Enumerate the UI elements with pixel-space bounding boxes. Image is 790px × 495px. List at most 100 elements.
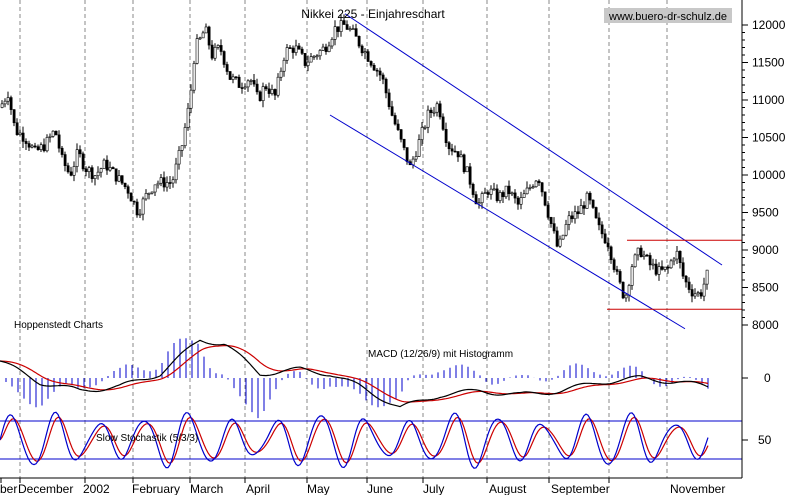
candle-body bbox=[243, 86, 247, 89]
candle-body bbox=[246, 80, 250, 88]
candle-body bbox=[108, 167, 112, 171]
candle-body bbox=[552, 223, 556, 232]
candle-body bbox=[240, 87, 244, 89]
candle-body bbox=[372, 64, 376, 71]
candle-body bbox=[348, 28, 352, 31]
candle-body bbox=[474, 194, 478, 205]
candle-body bbox=[6, 97, 10, 102]
candle-body bbox=[402, 138, 406, 148]
candle-body bbox=[705, 269, 709, 285]
candle-body bbox=[486, 192, 490, 195]
candle-body bbox=[27, 143, 31, 148]
candle-body bbox=[396, 123, 400, 130]
macd-signal-line bbox=[0, 344, 709, 403]
stoch-k-line bbox=[0, 411, 709, 469]
candle-body bbox=[288, 47, 292, 49]
candle-body bbox=[216, 45, 220, 48]
candle-body bbox=[609, 246, 613, 261]
candle-body bbox=[3, 100, 7, 105]
candle-body bbox=[369, 61, 373, 66]
candle-body bbox=[621, 281, 625, 299]
candle-body bbox=[306, 61, 310, 66]
candle-body bbox=[597, 217, 601, 226]
candle-body bbox=[492, 188, 496, 191]
candle-body bbox=[261, 86, 265, 101]
candle-body bbox=[69, 171, 73, 176]
candle-body bbox=[675, 250, 679, 260]
candle-body bbox=[342, 20, 346, 25]
candle-body bbox=[111, 167, 115, 170]
candle-body bbox=[522, 193, 526, 198]
candle-body bbox=[390, 106, 394, 116]
candle-body bbox=[600, 224, 604, 235]
candle-body bbox=[354, 28, 358, 37]
macd-tick-label: 0 bbox=[764, 371, 771, 385]
price-tick-label: 11500 bbox=[752, 56, 785, 70]
candle-body bbox=[339, 20, 343, 32]
candle-body bbox=[495, 188, 499, 201]
price-tick-label: 11000 bbox=[752, 93, 785, 107]
candle-body bbox=[501, 192, 505, 198]
grid-layer bbox=[19, 0, 668, 478]
candle-body bbox=[558, 238, 562, 247]
candle-body bbox=[525, 187, 529, 195]
trend-line bbox=[329, 114, 686, 330]
candle-body bbox=[627, 285, 631, 296]
price-tick-label: 8000 bbox=[752, 318, 779, 332]
price-tick-label: 8500 bbox=[752, 281, 779, 295]
x-tick-label: August bbox=[489, 482, 527, 495]
candle-body bbox=[237, 76, 241, 88]
candle-body bbox=[120, 175, 124, 184]
x-tick-label: December bbox=[18, 482, 73, 495]
candle-body bbox=[540, 182, 544, 193]
candle-body bbox=[39, 144, 43, 150]
candle-body bbox=[465, 166, 469, 173]
candle-body bbox=[678, 250, 682, 264]
x-tick-label: November bbox=[670, 482, 725, 495]
candle-body bbox=[177, 150, 181, 165]
chart-title: Nikkei 225 - Einjahreschart bbox=[301, 7, 445, 21]
candle-body bbox=[81, 153, 85, 170]
candle-body bbox=[534, 180, 538, 188]
candle-body bbox=[279, 70, 283, 78]
candle-body bbox=[579, 205, 583, 215]
candle-body bbox=[327, 45, 331, 52]
candle-body bbox=[606, 242, 610, 248]
candle-body bbox=[435, 103, 439, 113]
x-tick-label: February bbox=[132, 482, 180, 495]
candle-body bbox=[171, 179, 175, 184]
candle-body bbox=[204, 26, 208, 34]
candle-body bbox=[669, 260, 673, 269]
candle-body bbox=[576, 211, 580, 215]
candle-body bbox=[36, 146, 40, 150]
candle-body bbox=[228, 71, 232, 80]
price-tick-label: 12000 bbox=[752, 18, 786, 32]
candle-body bbox=[378, 70, 382, 76]
candle-body bbox=[573, 211, 577, 220]
candle-body bbox=[18, 132, 22, 135]
candle-body bbox=[168, 182, 172, 184]
candle-body bbox=[417, 139, 421, 157]
candle-body bbox=[84, 168, 88, 172]
candle-body bbox=[195, 38, 199, 64]
candle-body bbox=[144, 193, 148, 200]
price-tick-label: 9000 bbox=[752, 243, 779, 257]
candle-body bbox=[462, 154, 466, 173]
candle-body bbox=[672, 258, 676, 262]
candle-body bbox=[201, 32, 205, 39]
candle-body bbox=[441, 116, 445, 130]
candle-body bbox=[321, 46, 325, 51]
candle-body bbox=[477, 202, 481, 205]
candle-body bbox=[702, 283, 706, 297]
watermark-box bbox=[604, 8, 732, 23]
candle-body bbox=[531, 186, 535, 189]
candle-body bbox=[516, 197, 520, 205]
candle-body bbox=[0, 103, 4, 108]
candle-body bbox=[135, 201, 139, 216]
candle-body bbox=[582, 205, 586, 209]
macd-label: MACD (12/26/9) mit Histogramm bbox=[368, 349, 513, 360]
candle-body bbox=[99, 168, 103, 173]
candle-body bbox=[309, 56, 313, 63]
candle-body bbox=[93, 175, 97, 179]
candle-body bbox=[210, 44, 214, 59]
